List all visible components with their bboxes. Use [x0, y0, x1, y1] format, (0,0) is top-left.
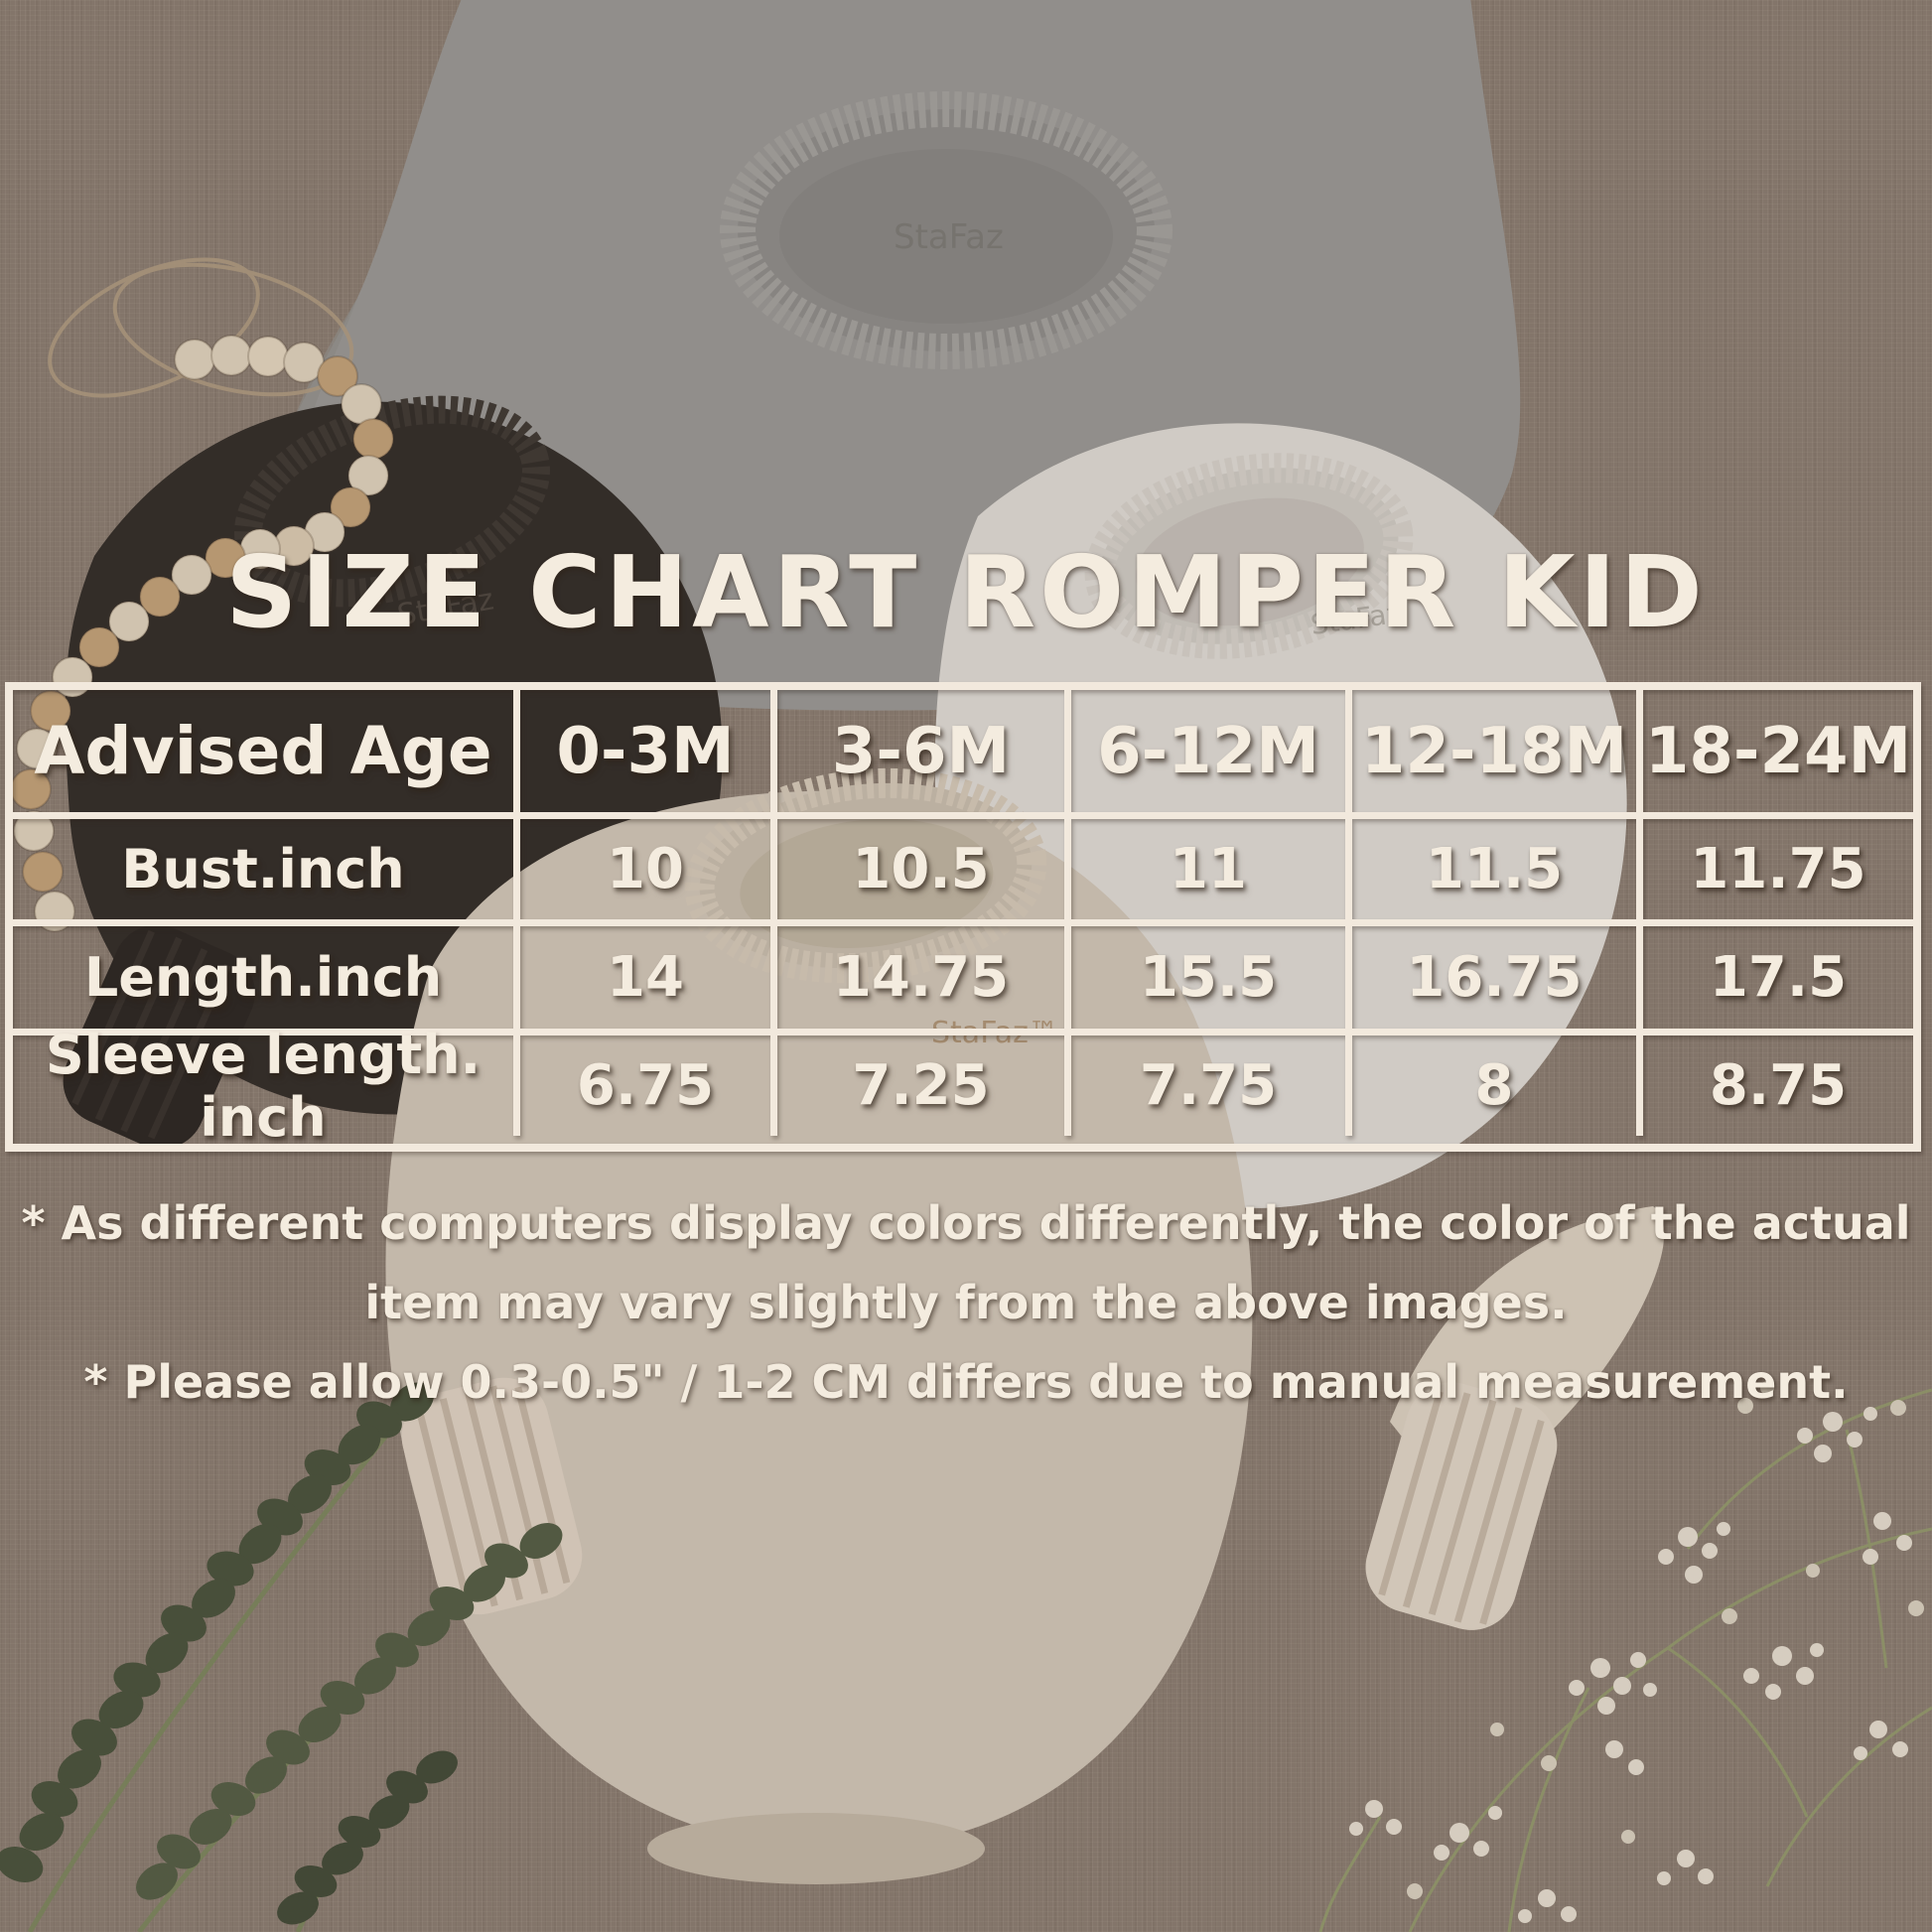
length-6-12m: 15.5: [1071, 926, 1352, 1035]
disclaimer-notes: * As different computers display colors …: [0, 1183, 1932, 1422]
col-header-0-3m: 0-3M: [520, 690, 777, 819]
sleeve-0-3m: 6.75: [520, 1035, 777, 1136]
row-label-bust: Bust.inch: [13, 819, 520, 926]
bust-3-6m: 10.5: [777, 819, 1071, 926]
babys-breath-flowers: [1318, 1381, 1932, 1932]
row-label-sleeve: Sleeve length. inch: [13, 1024, 520, 1149]
page-title: SIZE CHART ROMPER KID: [225, 534, 1707, 650]
bust-0-3m: 10: [520, 819, 777, 926]
bust-18-24m: 11.75: [1643, 819, 1913, 926]
note-line-1: * As different computers display colors …: [21, 1196, 1911, 1250]
white-romper-cuff: [1365, 1382, 1558, 1630]
length-0-3m: 14: [520, 926, 777, 1035]
brand-label-gray: StaFaz: [894, 217, 1004, 257]
bust-12-18m: 11.5: [1352, 819, 1643, 926]
eucalyptus-branch: [0, 1382, 563, 1932]
row-label-length: Length.inch: [13, 926, 520, 1035]
col-header-advised-age: Advised Age: [13, 690, 520, 819]
length-12-18m: 16.75: [1352, 926, 1643, 1035]
sleeve-12-18m: 8: [1352, 1035, 1643, 1136]
length-3-6m: 14.75: [777, 926, 1071, 1035]
col-header-3-6m: 3-6M: [777, 690, 1071, 819]
col-header-6-12m: 6-12M: [1071, 690, 1352, 819]
size-chart-table: Advised Age 0-3M 3-6M 6-12M 12-18M 18-24…: [5, 682, 1921, 1152]
note-line-2: item may vary slightly from the above im…: [364, 1276, 1568, 1329]
col-header-18-24m: 18-24M: [1643, 690, 1913, 819]
sleeve-18-24m: 8.75: [1709, 1053, 1848, 1118]
sleeve-6-12m: 7.75: [1071, 1035, 1352, 1136]
bust-6-12m: 11: [1071, 819, 1352, 926]
wood-bead-garland: [10, 257, 394, 932]
note-line-3: * Please allow 0.3-0.5" / 1-2 CM differs…: [83, 1355, 1849, 1409]
sleeve-3-6m: 7.25: [777, 1035, 1071, 1136]
col-header-12-18m: 12-18M: [1352, 690, 1643, 819]
length-18-24m: 17.5: [1643, 926, 1913, 1035]
